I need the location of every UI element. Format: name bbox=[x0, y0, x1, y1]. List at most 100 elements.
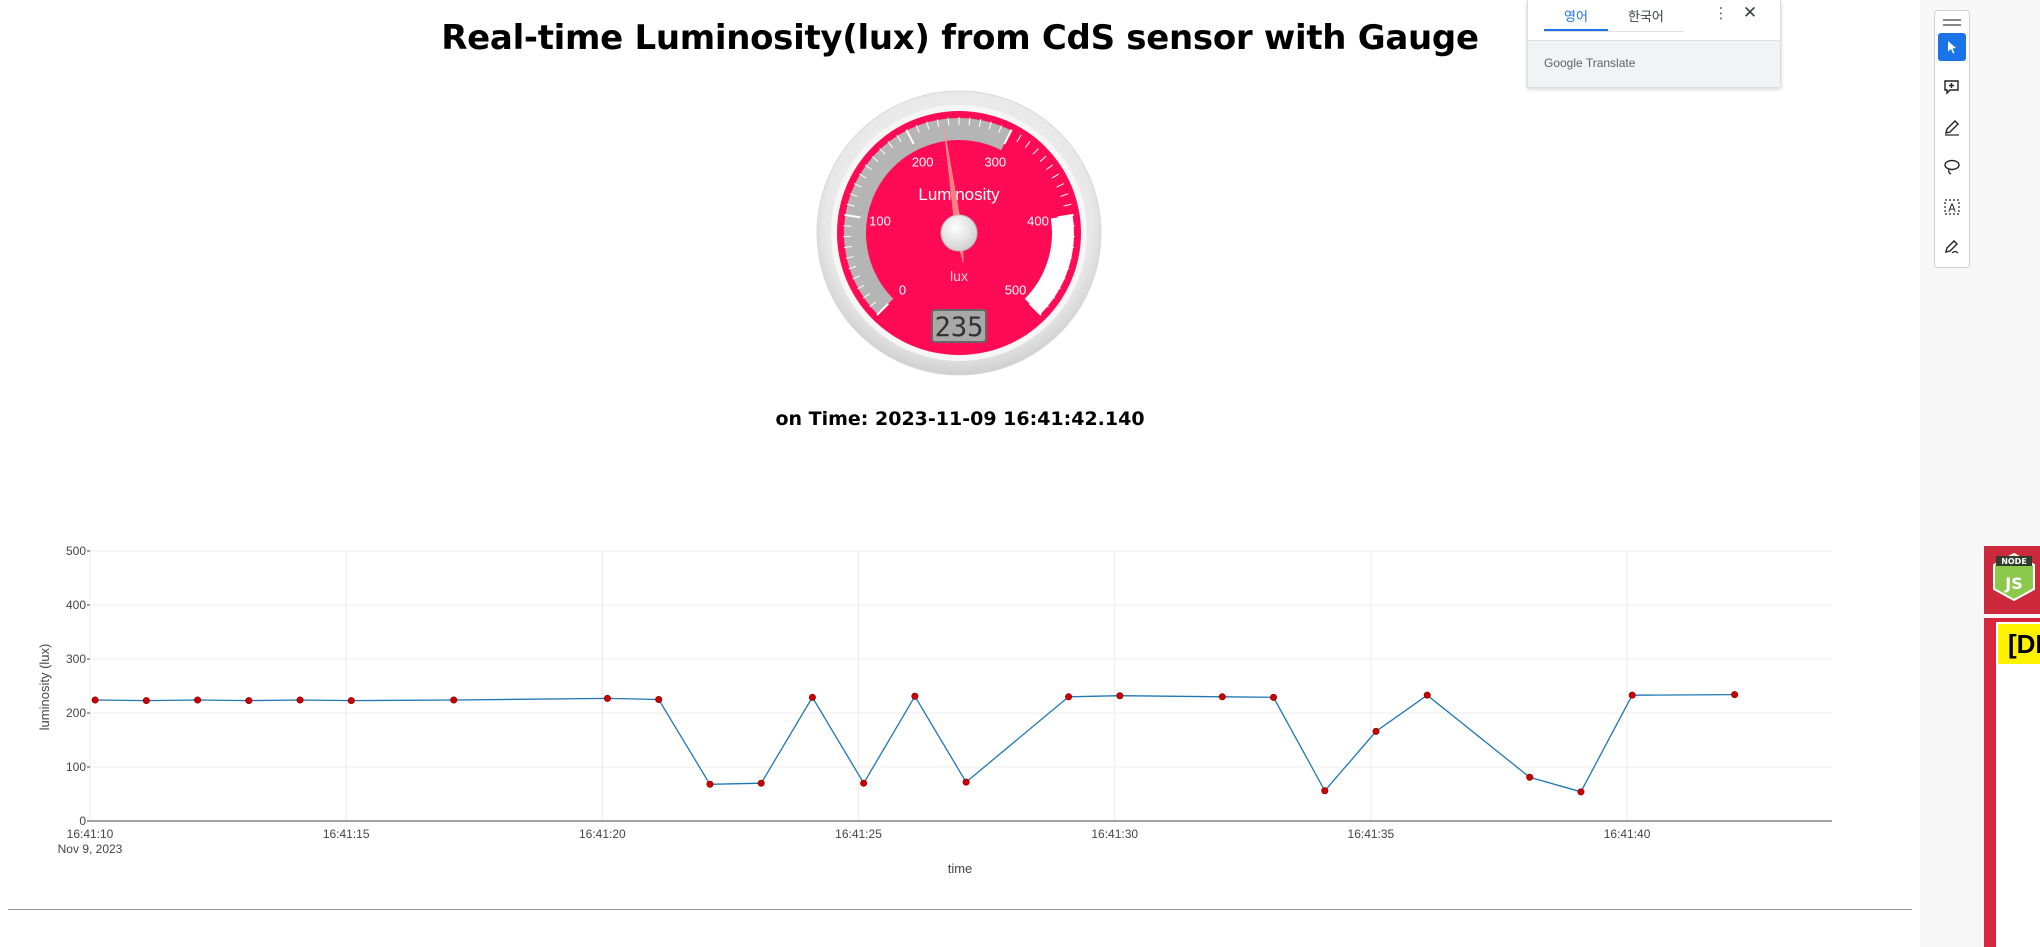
gauge-ticks bbox=[843, 117, 1075, 316]
close-icon[interactable]: ✕ bbox=[1742, 3, 1758, 22]
nodejs-badge[interactable]: NODE JS bbox=[1984, 546, 2040, 614]
data-point bbox=[706, 780, 714, 788]
data-point bbox=[245, 697, 253, 705]
brand-translate: Translate bbox=[1585, 56, 1636, 70]
gauge-minor-tick bbox=[879, 148, 886, 155]
gauge-minor-tick bbox=[1039, 155, 1047, 162]
gauge-minor-tick bbox=[846, 203, 855, 207]
y-tick-label: 400 bbox=[66, 598, 86, 612]
translate-footer: Google Translate bbox=[1528, 40, 1780, 87]
data-point bbox=[1065, 693, 1073, 701]
x-tick-label: 16:41:25 bbox=[835, 827, 882, 841]
data-point bbox=[757, 779, 765, 787]
gauge-value-box bbox=[931, 309, 987, 343]
gauge-minor-tick bbox=[1057, 275, 1066, 280]
gauge-minor-tick bbox=[1041, 301, 1049, 308]
sign-pen-icon[interactable] bbox=[1938, 233, 1966, 261]
nodejs-badge-label: NODE bbox=[2001, 557, 2027, 566]
db-card-label: [DB bbox=[1998, 624, 2040, 664]
gauge-minor-tick bbox=[843, 246, 852, 249]
gauge-tick-labels: 0 100 200 300 400 500 bbox=[869, 155, 1049, 298]
data-point bbox=[655, 696, 663, 704]
gauge-major-tick bbox=[844, 213, 861, 219]
gauge-minor-tick bbox=[869, 301, 877, 308]
gauge-minor-tick bbox=[1024, 141, 1031, 148]
google-translate-popup: 영어 한국어 ⋮ ✕ Google Translate bbox=[1527, 0, 1781, 87]
gauge-minor-tick bbox=[998, 124, 1003, 133]
more-options-icon[interactable]: ⋮ bbox=[1713, 5, 1729, 22]
data-point bbox=[347, 697, 355, 705]
draw-pen-icon[interactable] bbox=[1938, 113, 1966, 141]
gauge-minor-tick bbox=[1048, 293, 1056, 299]
data-point bbox=[296, 696, 304, 704]
data-point bbox=[911, 692, 919, 700]
gauge-minor-tick bbox=[926, 121, 930, 130]
gauge-tick-label: 100 bbox=[869, 213, 891, 228]
gauge-tick-label: 200 bbox=[912, 155, 934, 170]
gauge-minor-tick bbox=[887, 141, 894, 148]
gauge-minor-tick bbox=[978, 118, 982, 128]
lasso-icon[interactable] bbox=[1938, 153, 1966, 181]
gauge-minor-tick bbox=[1053, 284, 1061, 290]
data-point bbox=[1577, 788, 1585, 796]
luminosity-gauge: 0 100 200 300 400 500 Luminosity lux 235 bbox=[816, 90, 1102, 376]
main-content: Real-time Luminosity(lux) from CdS senso… bbox=[8, 0, 1912, 910]
data-point bbox=[1526, 773, 1534, 781]
gauge-minor-tick bbox=[968, 117, 971, 126]
series-points bbox=[91, 691, 1739, 796]
data-point bbox=[1628, 691, 1636, 699]
gauge-band-high bbox=[1024, 215, 1074, 315]
data-point bbox=[450, 696, 458, 704]
annotation-toolbar: A bbox=[1934, 10, 1970, 268]
data-point bbox=[1731, 691, 1739, 699]
gauge-hub bbox=[940, 214, 978, 252]
gauge-minor-tick bbox=[896, 134, 902, 143]
x-axis-label: time bbox=[948, 861, 973, 876]
gauge-minor-tick bbox=[1066, 225, 1075, 227]
x-tick-sublabel: Nov 9, 2023 bbox=[58, 842, 123, 856]
drag-handle-icon[interactable] bbox=[1943, 19, 1961, 26]
gauge-minor-tick bbox=[947, 117, 950, 126]
footer-divider bbox=[8, 909, 1912, 910]
db-card-body bbox=[1996, 622, 2040, 947]
add-comment-icon[interactable] bbox=[1938, 73, 1966, 101]
x-tick-label: 16:41:20 bbox=[579, 827, 626, 841]
tab-divider bbox=[1544, 31, 1684, 32]
data-point bbox=[962, 778, 970, 786]
data-point bbox=[91, 696, 99, 704]
gauge-minor-tick bbox=[1063, 203, 1072, 207]
data-point bbox=[1116, 692, 1124, 700]
gauge-minor-tick bbox=[852, 275, 861, 280]
x-tick-label: 16:41:30 bbox=[1091, 827, 1138, 841]
x-tick-label: 16:41:40 bbox=[1604, 827, 1651, 841]
gauge-minor-tick bbox=[1046, 164, 1054, 170]
tab-target-language[interactable]: 한국어 bbox=[1628, 9, 1664, 24]
gauge-major-tick bbox=[876, 303, 889, 316]
data-point bbox=[603, 694, 611, 702]
data-point bbox=[1218, 693, 1226, 701]
data-point bbox=[1321, 787, 1329, 795]
gauge-minor-tick bbox=[862, 293, 870, 299]
gauge-title: Luminosity bbox=[918, 185, 1000, 204]
gauge-tick-label: 500 bbox=[1005, 283, 1027, 298]
gauge-minor-tick bbox=[915, 124, 920, 133]
gauge-minor-tick bbox=[864, 164, 872, 170]
gauge-value: 235 bbox=[935, 312, 984, 343]
gauge-minor-tick bbox=[1056, 183, 1065, 188]
gauge-major-tick bbox=[1057, 213, 1074, 219]
gauge-tick-label: 300 bbox=[984, 155, 1006, 170]
data-point bbox=[1270, 693, 1278, 701]
gauge-minor-tick bbox=[988, 121, 992, 130]
tab-source-language[interactable]: 영어 bbox=[1564, 9, 1588, 24]
gauge-minor-tick bbox=[1066, 246, 1075, 249]
brand-google: Google bbox=[1544, 56, 1583, 70]
text-select-icon[interactable]: A bbox=[1938, 193, 1966, 221]
data-point bbox=[142, 697, 150, 705]
y-tick-label: 100 bbox=[66, 760, 86, 774]
data-point bbox=[194, 696, 202, 704]
select-cursor-icon[interactable] bbox=[1938, 33, 1966, 61]
gauge-minor-tick bbox=[858, 173, 867, 179]
y-tick-label: 300 bbox=[66, 652, 86, 666]
